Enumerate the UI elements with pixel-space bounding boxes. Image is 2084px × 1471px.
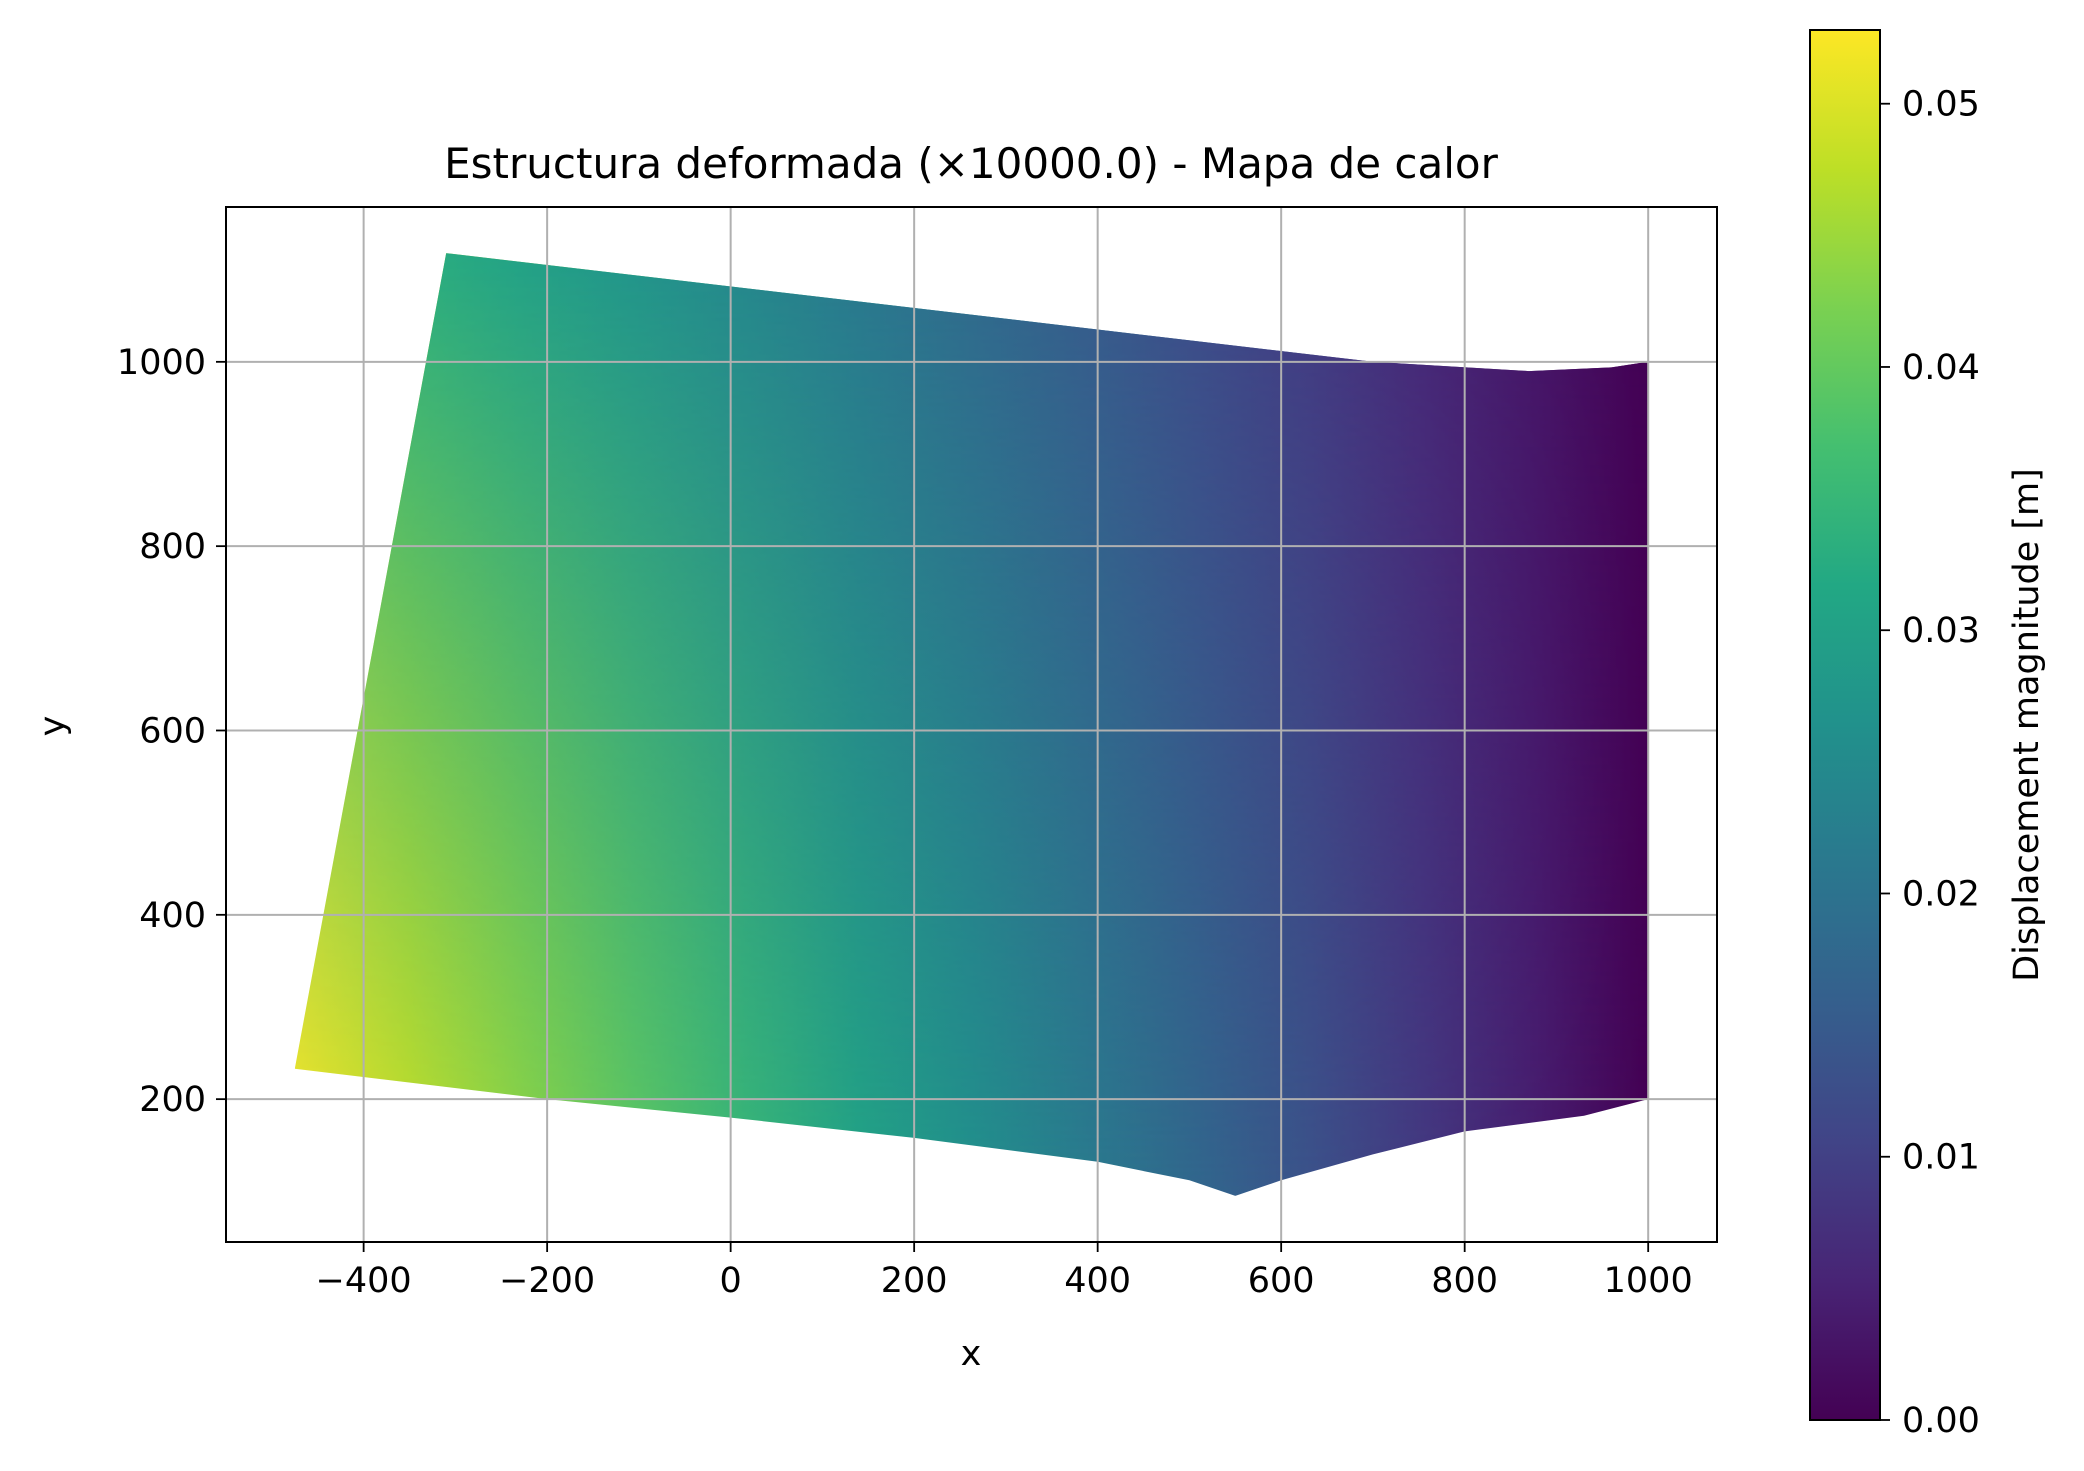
grid-overlay [226,207,1717,1242]
y-axis: 200 400 600 800 1000 [117,343,226,1120]
y-tick-label: 1000 [117,343,206,383]
deformed-structure [294,253,1649,1196]
x-axis: −400 −200 0 200 400 600 800 1000 [316,1242,1693,1301]
y-tick-label: 600 [139,711,206,751]
colorbar-ticks: 0.00 0.01 0.02 0.03 0.04 0.05 [1880,85,1980,1441]
colorbar: 0.00 0.01 0.02 0.03 0.04 0.05 Displacement ma… [1809,29,2047,1441]
y-tick-label: 200 [139,1080,206,1120]
colorbar-tick-label: 0.03 [1902,611,1980,651]
colorbar-tick-label: 0.00 [1902,1401,1980,1441]
x-tick-label: 400 [1064,1261,1131,1301]
colorbar-label: Displacement magnitude [m] [2007,468,2047,982]
colorbar-frame [1809,29,1881,1421]
x-tick-label: 800 [1431,1261,1498,1301]
x-tick-label: 200 [881,1261,948,1301]
colorbar-gradient [1810,30,1880,1420]
x-tick-label: 600 [1248,1261,1315,1301]
colorbar-tick-label: 0.04 [1902,348,1980,388]
colorbar-tick-label: 0.01 [1902,1138,1980,1178]
y-tick-label: 800 [139,527,206,567]
axes-frame [225,206,1718,1243]
heat-field-top [294,253,1649,1196]
y-axis-label: y [33,716,73,737]
x-axis-label: x [961,1334,982,1374]
x-tick-label: 1000 [1604,1261,1693,1301]
x-tick-label: −200 [499,1261,595,1301]
x-tick-label: −400 [316,1261,412,1301]
chart-title: Estructura deformada (×10000.0) - Mapa d… [444,139,1498,188]
y-tick-label: 400 [139,896,206,936]
colorbar-tick-label: 0.05 [1902,85,1980,125]
colorbar-tick-label: 0.02 [1902,874,1980,914]
x-tick-label: 0 [720,1261,742,1301]
